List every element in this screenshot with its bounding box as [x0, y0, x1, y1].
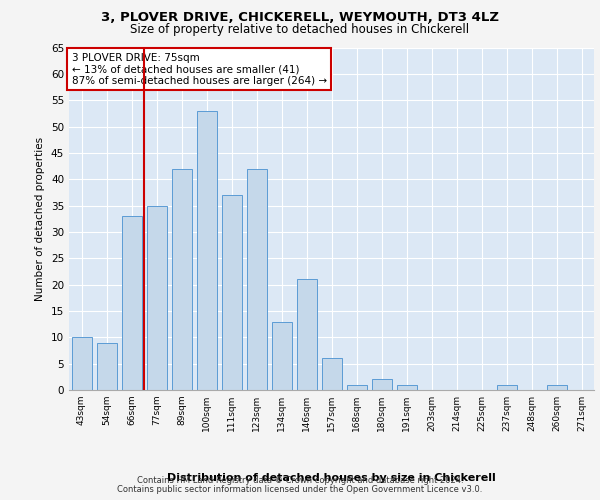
Text: 3 PLOVER DRIVE: 75sqm
← 13% of detached houses are smaller (41)
87% of semi-deta: 3 PLOVER DRIVE: 75sqm ← 13% of detached …: [71, 52, 327, 86]
Bar: [347, 384, 367, 390]
Bar: [97, 342, 116, 390]
Bar: [271, 322, 292, 390]
X-axis label: Distribution of detached houses by size in Chickerell: Distribution of detached houses by size …: [167, 473, 496, 483]
Bar: [146, 206, 167, 390]
Bar: [172, 168, 191, 390]
Bar: [547, 384, 566, 390]
Text: Contains HM Land Registry data © Crown copyright and database right 2024.: Contains HM Land Registry data © Crown c…: [137, 476, 463, 485]
Bar: [371, 380, 392, 390]
Bar: [71, 338, 91, 390]
Bar: [221, 195, 241, 390]
Bar: [121, 216, 142, 390]
Bar: [397, 384, 416, 390]
Bar: [322, 358, 341, 390]
Text: Size of property relative to detached houses in Chickerell: Size of property relative to detached ho…: [130, 22, 470, 36]
Bar: [497, 384, 517, 390]
Text: Contains public sector information licensed under the Open Government Licence v3: Contains public sector information licen…: [118, 485, 482, 494]
Bar: [247, 168, 266, 390]
Y-axis label: Number of detached properties: Number of detached properties: [35, 136, 46, 301]
Bar: [197, 110, 217, 390]
Bar: [296, 280, 317, 390]
Text: 3, PLOVER DRIVE, CHICKERELL, WEYMOUTH, DT3 4LZ: 3, PLOVER DRIVE, CHICKERELL, WEYMOUTH, D…: [101, 11, 499, 24]
